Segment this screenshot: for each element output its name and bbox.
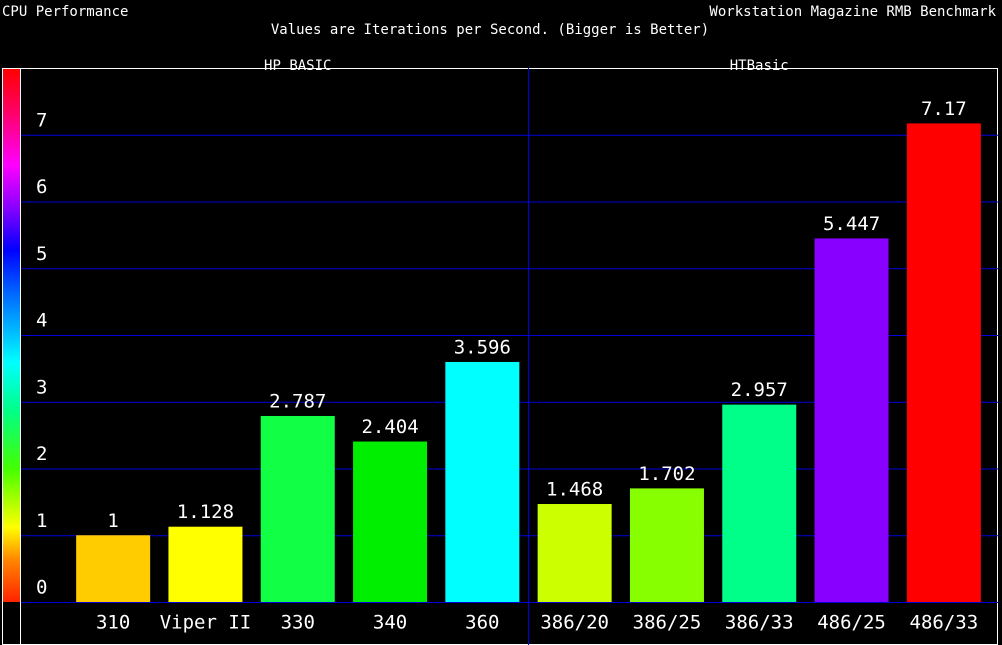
bar — [260, 415, 335, 602]
bar — [353, 441, 428, 602]
bar — [76, 535, 151, 602]
value-label: 1.468 — [546, 479, 603, 501]
y-tick-label: 7 — [36, 109, 47, 131]
y-tick-label: 3 — [36, 376, 47, 398]
value-label: 1.128 — [177, 501, 234, 523]
group-label: HTBasic — [730, 58, 789, 74]
value-label: 2.404 — [361, 416, 418, 438]
source: Workstation Magazine RMB Benchmark — [709, 4, 996, 20]
value-label: 2.787 — [269, 390, 326, 412]
x-tick-label: 486/33 — [910, 612, 979, 634]
bar — [168, 526, 243, 602]
y-tick-label: 4 — [36, 310, 47, 332]
bar — [814, 238, 889, 602]
x-tick-label: 360 — [465, 612, 499, 634]
group-label: HP BASIC — [264, 58, 331, 74]
subtitle: Values are Iterations per Second. (Bigge… — [271, 22, 709, 38]
x-tick-label: 340 — [373, 612, 407, 634]
y-tick-label: 2 — [36, 443, 47, 465]
bar — [537, 504, 612, 602]
bar — [722, 404, 797, 602]
x-tick-label: 386/25 — [633, 612, 702, 634]
value-label: 3.596 — [454, 336, 511, 358]
value-label: 1 — [107, 510, 118, 532]
value-label: 2.957 — [731, 379, 788, 401]
bar — [629, 488, 704, 602]
x-tick-label: 486/25 — [817, 612, 886, 634]
y-tick-label: 0 — [36, 577, 47, 599]
color-scale — [3, 69, 20, 602]
value-label: 7.17 — [921, 98, 967, 120]
bar — [445, 361, 520, 602]
y-tick-label: 5 — [36, 243, 47, 265]
x-tick-label: 386/20 — [540, 612, 609, 634]
value-label: 5.447 — [823, 213, 880, 235]
x-tick-label: 310 — [96, 612, 130, 634]
bar — [906, 123, 981, 602]
chart-title: CPU Performance — [2, 4, 128, 20]
x-tick-label: 330 — [281, 612, 315, 634]
value-label: 1.702 — [638, 463, 695, 485]
x-tick-label: Viper II — [160, 612, 252, 634]
y-tick-label: 6 — [36, 176, 47, 198]
x-tick-label: 386/33 — [725, 612, 794, 634]
y-tick-label: 1 — [36, 510, 47, 532]
